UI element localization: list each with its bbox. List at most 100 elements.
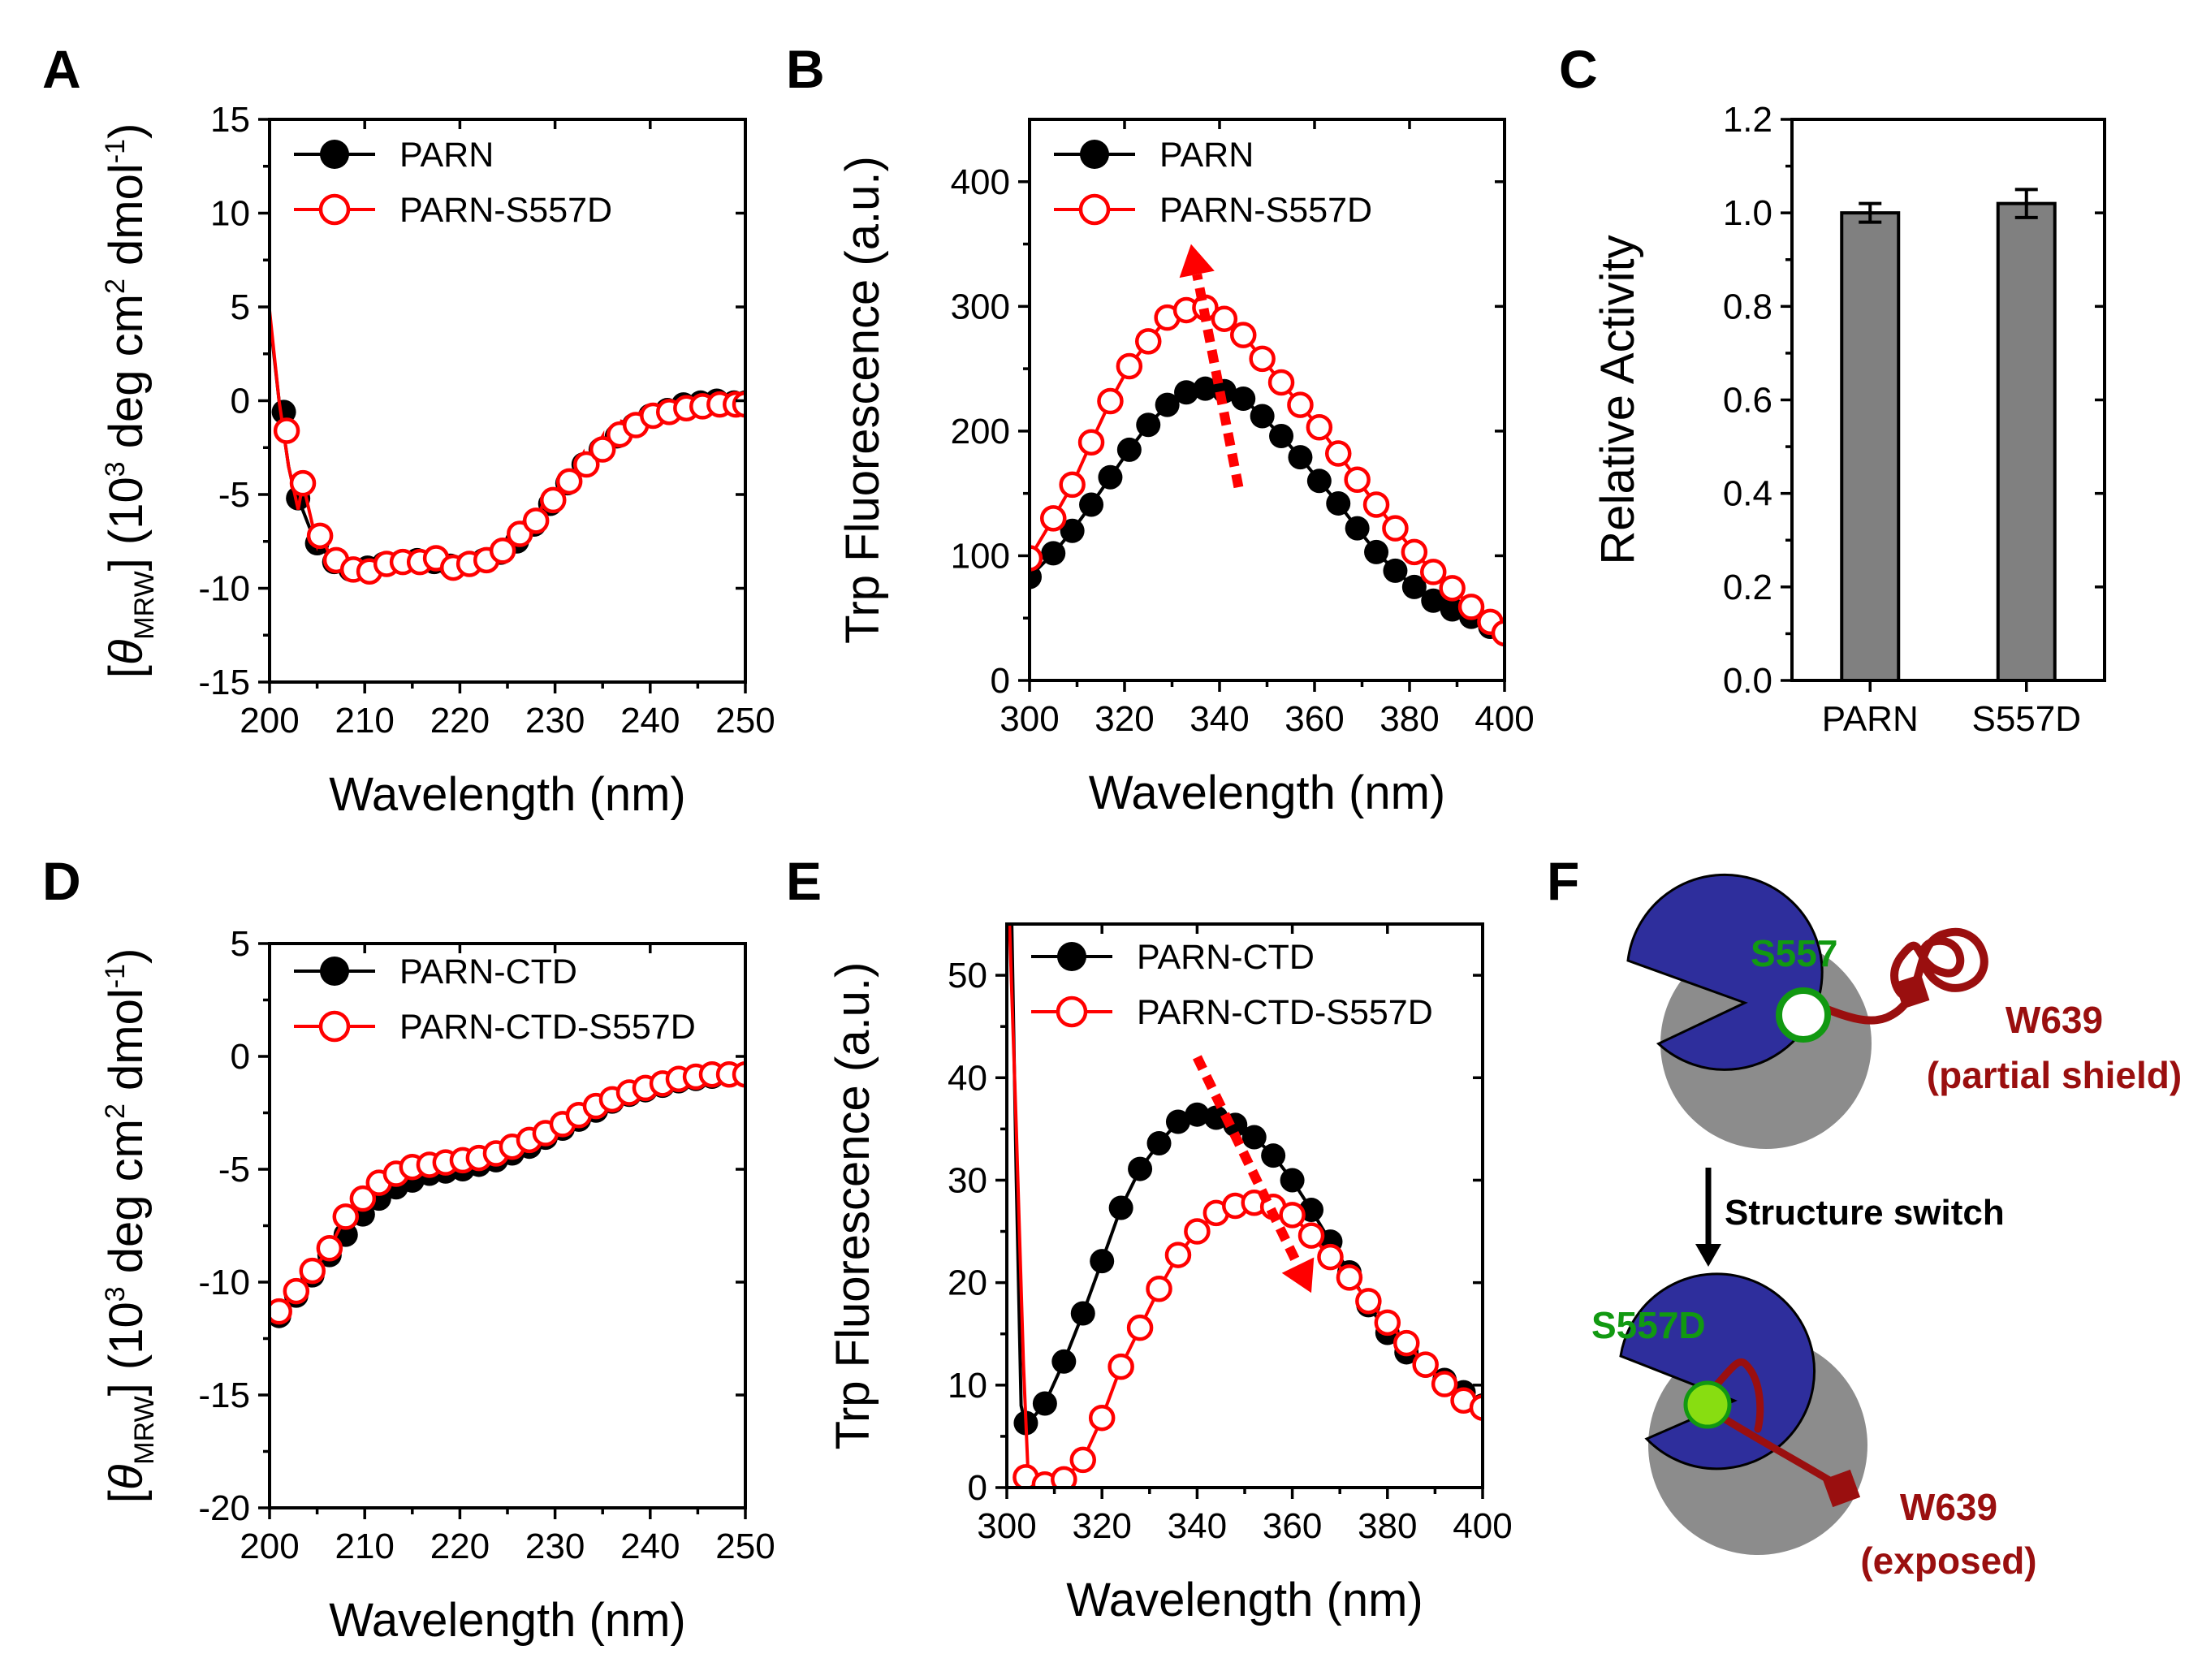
data-point [1126, 1314, 1154, 1341]
y-tick-label: 1.0 [1723, 193, 1772, 233]
y-tick-label: -5 [218, 1150, 250, 1190]
series-parn [1030, 376, 1505, 647]
data-point [555, 468, 583, 495]
data-point [1355, 1288, 1382, 1315]
x-tick-label: 300 [1000, 699, 1059, 739]
data-point [1412, 1351, 1439, 1378]
data-point [1211, 305, 1238, 332]
pacman-shape-bottom [1619, 1272, 1816, 1471]
data-point [1077, 429, 1105, 456]
y-tick-label: 10 [948, 1366, 987, 1406]
data-point [270, 1298, 292, 1325]
data-point [1439, 575, 1466, 602]
y-tick-label: 40 [948, 1058, 987, 1098]
data-point [1128, 1156, 1153, 1181]
data-point [1041, 541, 1066, 566]
y-tick-label: 5 [231, 287, 250, 327]
data-point [316, 1235, 343, 1262]
y-tick-label: 300 [951, 287, 1010, 326]
data-point [1079, 492, 1104, 517]
data-point [1362, 491, 1390, 518]
y-axis-label: Trp Fluorescence (a.u.) [836, 156, 889, 644]
y-tick-label: -15 [198, 663, 250, 702]
category-label: PARN [1822, 699, 1919, 739]
data-point [1269, 424, 1294, 449]
y-tick-label: -15 [198, 1376, 250, 1415]
data-point [1203, 1105, 1228, 1130]
legend-label: PARN-S557D [1159, 191, 1372, 230]
y-tick-label: 0 [968, 1468, 987, 1508]
legend-marker [318, 193, 351, 226]
data-point [1469, 1394, 1483, 1421]
legend-label: PARN-CTD [1137, 938, 1315, 977]
y-tick-label: 15 [210, 100, 250, 140]
data-point [522, 507, 550, 534]
data-point [1193, 376, 1218, 401]
data-point [589, 436, 616, 463]
chart-panel-b: 0 100 200 300 400 300 320 340 360 380 400 Wavelengt… [836, 118, 1535, 819]
exposed-label: (exposed) [1860, 1540, 2036, 1582]
y-tick-label: 100 [951, 536, 1010, 576]
data-point [489, 538, 516, 564]
x-tick-label: 200 [240, 1527, 299, 1566]
data-point [1098, 464, 1123, 490]
data-point [573, 451, 600, 478]
y-tick-label: 1.2 [1723, 100, 1772, 140]
data-point [1364, 539, 1389, 564]
series-parn-ctd-s557d [270, 1060, 745, 1325]
data-point [283, 1277, 310, 1305]
data-point [1374, 1309, 1401, 1337]
series-parn-s557d [270, 310, 745, 585]
switch-arrow-head [1695, 1244, 1721, 1267]
data-point [1326, 490, 1351, 516]
y-tick-label: 0 [231, 382, 250, 421]
data-point [1336, 1264, 1363, 1291]
data-point [1287, 391, 1314, 418]
data-point [299, 1257, 326, 1285]
legend-label: PARN [1159, 136, 1254, 175]
x-axis-label: Wavelength (nm) [1066, 1574, 1423, 1626]
structure-switch-diagram: S557 W639 (partial shield) Structure swi… [1591, 873, 2182, 1582]
data-point [1032, 1391, 1057, 1416]
legend-label: PARN-S557D [399, 191, 612, 230]
data-point [1185, 1102, 1210, 1127]
data-point [1107, 1353, 1134, 1380]
data-point [1164, 1242, 1192, 1268]
x-axis-label: Wavelength (nm) [329, 1594, 685, 1647]
legend-marker [320, 140, 349, 169]
x-tick-label: 230 [525, 1527, 585, 1566]
data-point [1297, 1222, 1325, 1249]
data-point [1306, 414, 1333, 441]
legend-marker [1056, 995, 1088, 1028]
y-tick-label: 5 [231, 924, 250, 964]
data-point [1030, 545, 1043, 572]
x-tick-label: 210 [335, 1527, 394, 1566]
data-point [1146, 1131, 1172, 1156]
bar-s557d [1996, 201, 2057, 682]
chart-panel-a: -15 -10 -5 0 5 10 15 200 210 220 230 240 250 Waveleng… [100, 100, 775, 821]
y-tick-label: 0.0 [1723, 661, 1772, 701]
y-tick-label: 0.2 [1723, 568, 1772, 607]
data-point [1421, 588, 1446, 613]
legend-label: PARN-CTD-S557D [399, 1008, 696, 1047]
y-axis-label: [θMRW] (103 deg cm2 dmol-1) [100, 948, 160, 1504]
x-tick-label: 220 [430, 1527, 490, 1566]
data-point [306, 522, 334, 550]
data-point [732, 391, 745, 418]
data-point [540, 486, 567, 514]
y-axis-label: Trp Fluorescence (a.u.) [827, 962, 879, 1450]
data-point [1165, 1109, 1190, 1134]
x-tick-label: 230 [525, 701, 585, 741]
y-tick-label: 0.6 [1723, 381, 1772, 421]
data-point [1440, 597, 1465, 622]
panel-letter-b: B [786, 39, 825, 99]
x-tick-label: 200 [240, 701, 299, 741]
y-tick-label: -20 [198, 1488, 250, 1528]
x-axis-label: Wavelength (nm) [329, 768, 685, 821]
dashed-arrow-head [1179, 244, 1215, 279]
x-tick-label: 220 [430, 701, 490, 741]
legend-marker [320, 957, 349, 986]
series-parn-ctd [270, 1062, 745, 1328]
data-point [1116, 352, 1143, 380]
